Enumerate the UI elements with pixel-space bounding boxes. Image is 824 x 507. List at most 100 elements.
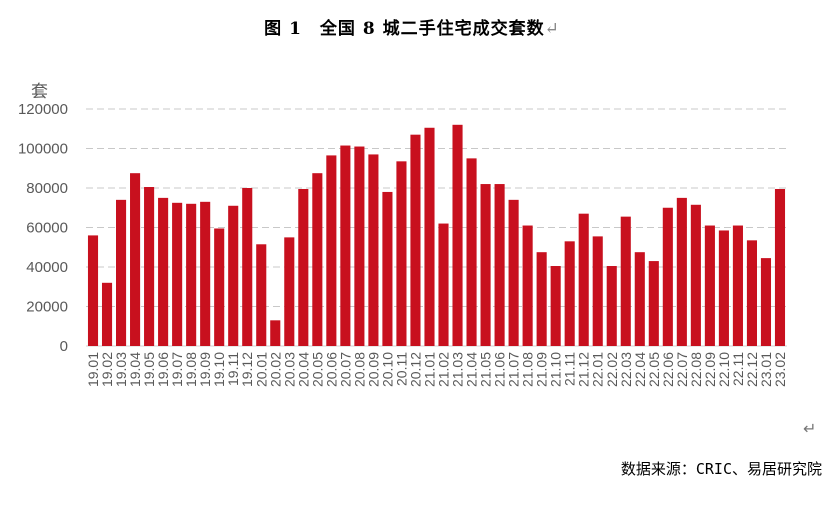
- bar: [312, 173, 323, 346]
- x-tick-label: 21.06: [492, 352, 508, 387]
- bar: [536, 252, 547, 346]
- bar: [144, 187, 155, 346]
- x-tick-label: 23.02: [772, 352, 788, 387]
- bar: [270, 320, 281, 346]
- bar: [158, 197, 169, 346]
- y-tick-label: 120000: [18, 101, 68, 118]
- bar: [298, 188, 309, 346]
- y-tick-label: 100000: [18, 141, 68, 158]
- x-tick-label: 20.02: [267, 352, 283, 387]
- x-tick-label: 21.11: [562, 352, 578, 386]
- bar: [101, 282, 113, 346]
- y-tick-label: 40000: [26, 259, 68, 276]
- bar: [606, 266, 617, 346]
- x-tick-label: 19.01: [85, 352, 101, 387]
- bar: [746, 240, 757, 346]
- x-tick-label: 21.09: [534, 352, 550, 387]
- x-tick-label: 21.07: [506, 352, 522, 387]
- x-tick-label: 19.07: [169, 352, 185, 387]
- x-tick-label: 21.04: [464, 352, 480, 387]
- bar: [130, 173, 141, 346]
- bar: [480, 184, 491, 346]
- x-tick-label: 21.12: [576, 352, 592, 387]
- x-tick-label: 22.09: [702, 352, 718, 387]
- bar: [284, 237, 295, 346]
- bar: [774, 188, 786, 346]
- x-tick-label: 20.06: [323, 352, 339, 387]
- x-tick-label: 20.03: [281, 352, 297, 387]
- x-tick-label: 19.03: [113, 352, 129, 387]
- x-tick-label: 22.06: [660, 352, 676, 387]
- bar: [704, 225, 715, 346]
- x-tick-label: 19.08: [183, 352, 199, 387]
- x-tick-label: 19.04: [127, 352, 143, 387]
- bar: [564, 241, 575, 346]
- x-tick-label: 19.10: [211, 352, 227, 387]
- bar: [578, 213, 589, 346]
- bar: [732, 225, 743, 346]
- x-tick-label: 20.10: [379, 352, 395, 387]
- bar: [87, 235, 99, 346]
- bar: [116, 199, 127, 346]
- bar: [718, 230, 729, 346]
- x-tick-label: 19.09: [197, 352, 213, 387]
- x-tick-label: 22.10: [716, 352, 732, 387]
- bar: [410, 134, 421, 346]
- x-tick-label: 20.04: [295, 352, 311, 387]
- y-tick-label: 0: [60, 338, 68, 355]
- bar: [214, 228, 225, 346]
- x-tick-label: 21.08: [520, 352, 536, 387]
- chart-title: 图 1 全国 8 城二手住宅成交套数↵: [0, 14, 824, 39]
- x-tick-label: 20.08: [351, 352, 367, 387]
- return-mark: ↵: [803, 419, 817, 438]
- bar: [452, 124, 463, 346]
- bar: [648, 261, 659, 346]
- x-tick-label: 20.05: [309, 352, 325, 387]
- source-note: 数据来源：CRIC、易居研究院: [620, 460, 822, 478]
- x-tick-label: 21.01: [421, 352, 437, 387]
- x-tick-label: 22.07: [674, 352, 690, 387]
- bar: [326, 155, 337, 346]
- x-tick-label: 21.05: [478, 352, 494, 387]
- x-tick-label: 22.01: [590, 352, 606, 387]
- bar: [382, 191, 393, 346]
- bar: [494, 184, 505, 346]
- bar: [690, 204, 701, 346]
- bar: [508, 199, 519, 346]
- x-tick-label: 19.12: [239, 352, 255, 387]
- bar: [466, 158, 477, 346]
- x-tick-label: 22.03: [618, 352, 634, 387]
- y-tick-label: 60000: [26, 220, 68, 237]
- x-tick-label: 22.08: [688, 352, 704, 387]
- x-tick-label: 21.02: [436, 352, 452, 387]
- x-tick-label: 22.05: [646, 352, 662, 387]
- x-tick-label: 20.01: [253, 352, 269, 387]
- bar: [662, 207, 673, 346]
- bar: [424, 127, 435, 346]
- x-tick-label: 20.07: [337, 352, 353, 387]
- bar: [550, 266, 561, 346]
- x-tick-label: 22.04: [632, 352, 648, 387]
- x-tick-label: 21.10: [548, 352, 564, 387]
- bar: [242, 188, 253, 346]
- bar: [620, 216, 631, 346]
- x-tick-label: 23.01: [758, 352, 774, 387]
- x-tick-label: 20.11: [393, 352, 409, 386]
- bar: [200, 201, 211, 346]
- bar: [354, 146, 365, 346]
- x-tick-label: 20.09: [365, 352, 381, 387]
- bar: [522, 225, 533, 346]
- bar: [396, 161, 407, 346]
- x-tick-label: 22.11: [730, 352, 746, 386]
- bar: [760, 258, 772, 346]
- x-tick-label: 19.05: [141, 352, 157, 387]
- x-tick-label: 21.03: [450, 352, 466, 387]
- bar: [172, 202, 183, 346]
- x-tick-label: 19.11: [225, 352, 241, 386]
- y-tick-label: 20000: [26, 299, 68, 316]
- x-tick-label: 22.02: [604, 352, 620, 387]
- x-tick-label: 22.12: [744, 352, 760, 387]
- x-tick-label: 19.06: [155, 352, 171, 387]
- bar: [676, 197, 687, 346]
